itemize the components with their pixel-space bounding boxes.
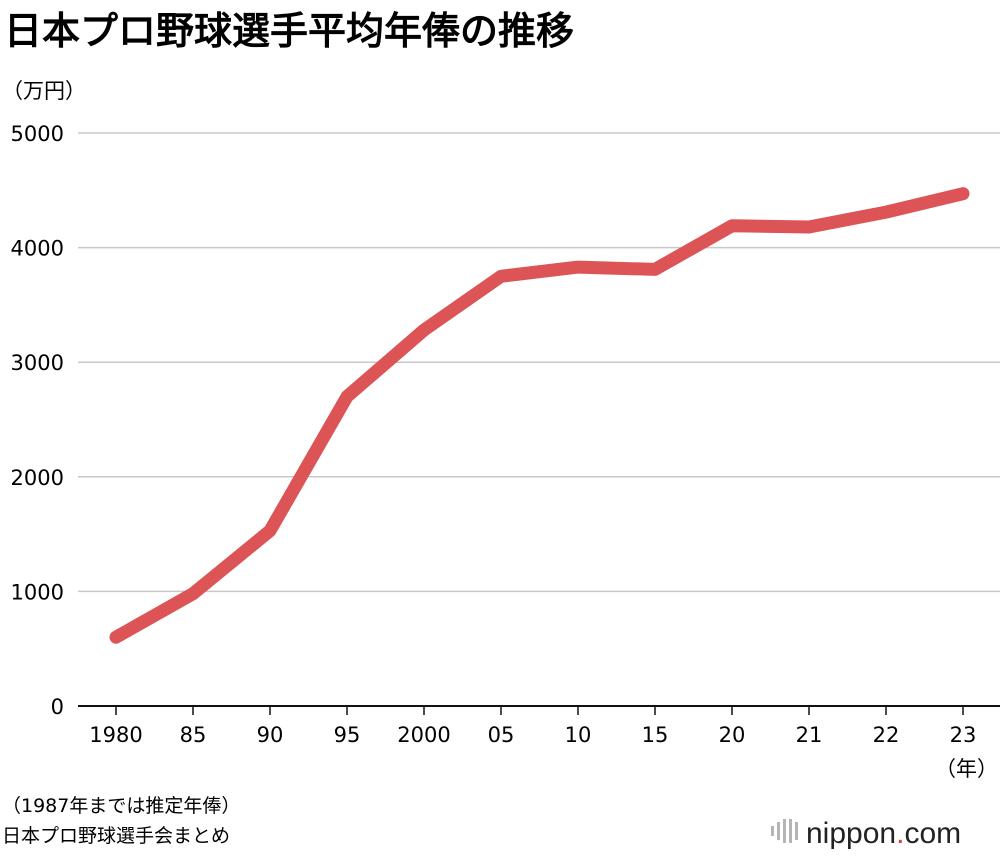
data-point — [577, 266, 579, 269]
x-tick-label: 95 — [334, 723, 361, 747]
y-tick-label: 0 — [51, 695, 64, 719]
y-tick-labels: 0 1000 2000 3000 4000 5000 — [11, 122, 64, 719]
note-estimate: （1987年までは推定年俸） — [2, 795, 240, 817]
x-axis-unit-label: （年） — [935, 757, 998, 781]
data-point — [346, 395, 348, 398]
x-tick-label: 2000 — [397, 723, 450, 747]
data-point — [885, 211, 887, 214]
x-ticks: 1980 85 90 95 2000 05 10 15 20 21 22 23 — [89, 706, 976, 747]
chart-title: 日本プロ野球選手平均年俸の推移 — [4, 9, 574, 53]
y-tick-label: 5000 — [11, 122, 64, 146]
x-tick-label: 15 — [642, 723, 669, 747]
y-tick-label: 4000 — [11, 237, 64, 261]
data-point — [192, 592, 194, 595]
note-source: 日本プロ野球選手会まとめ — [2, 825, 230, 847]
data-point — [500, 275, 502, 278]
y-axis-unit-label: （万円） — [2, 79, 86, 103]
data-point — [808, 226, 810, 228]
series-line — [109, 187, 970, 644]
x-tick-label: 20 — [719, 723, 746, 747]
x-tick-label: 90 — [257, 723, 284, 747]
x-tick-label: 10 — [565, 723, 592, 747]
x-tick-label: 21 — [796, 723, 823, 747]
data-point — [962, 192, 964, 195]
data-point — [269, 529, 271, 532]
data-point — [115, 636, 117, 639]
data-point — [731, 224, 733, 227]
data-point — [423, 329, 425, 332]
x-tick-label: 85 — [180, 723, 207, 747]
logo-mark-icon — [771, 819, 798, 843]
gridlines — [78, 132, 1000, 593]
y-tick-label: 3000 — [11, 351, 64, 375]
x-tick-label: 23 — [950, 723, 977, 747]
logo-text: nippon.com — [806, 817, 961, 850]
y-tick-label: 1000 — [11, 580, 64, 604]
data-point — [654, 268, 656, 271]
x-tick-label: 22 — [873, 723, 900, 747]
y-tick-label: 2000 — [11, 466, 64, 490]
x-tick-label: 1980 — [89, 723, 142, 747]
x-tick-label: 05 — [488, 723, 515, 747]
nippon-logo: nippon.com — [771, 817, 961, 850]
